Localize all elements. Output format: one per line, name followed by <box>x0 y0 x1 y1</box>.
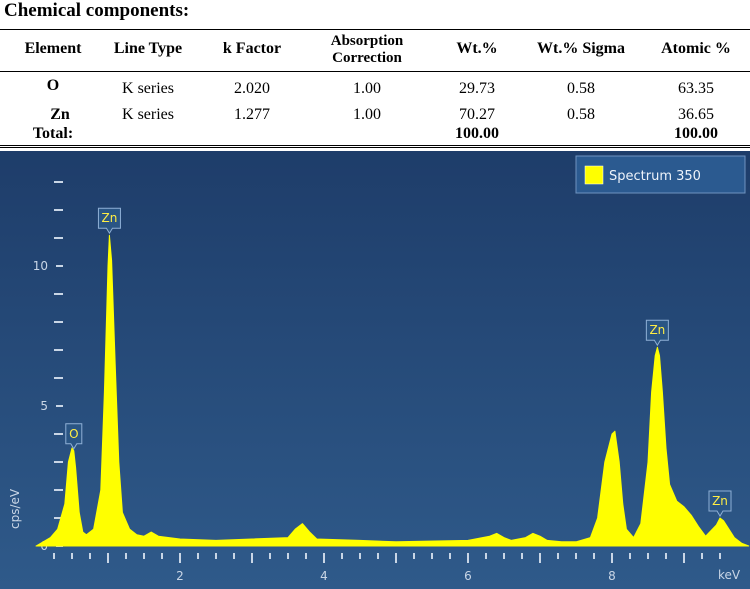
table-heading: Chemical components: <box>4 0 190 21</box>
peak-label: Zn <box>649 323 665 337</box>
cell-wt-sigma: 0.58 <box>567 80 595 97</box>
header-line-type: Line Type <box>113 40 183 57</box>
peak-label-box <box>65 423 83 450</box>
header-wt: Wt.% <box>456 40 498 57</box>
header-k-factor: k Factor <box>222 40 282 57</box>
y-tick-label: 10 <box>33 259 48 273</box>
x-tick-label: 4 <box>320 569 328 583</box>
header-absorption-line1: Absorption <box>330 33 404 49</box>
cell-line-type: K series <box>122 106 174 123</box>
x-tick-label: 6 <box>464 569 472 583</box>
table-bottom-rule <box>0 145 750 146</box>
series-area <box>35 234 750 547</box>
cell-wt: 70.27 <box>459 106 495 123</box>
legend-label: Spectrum 350 <box>609 169 701 184</box>
peak-label-box <box>97 207 121 235</box>
cell-k-factor: 1.277 <box>234 106 270 123</box>
peak-label: Zn <box>102 211 118 225</box>
cell-element: Zn <box>50 106 70 123</box>
header-atomic: Atomic % <box>661 40 731 57</box>
x-tick-label: 2 <box>176 569 184 583</box>
total-atomic: 100.00 <box>674 125 718 142</box>
x-tick-label: 8 <box>608 569 616 583</box>
header-element: Element <box>24 40 82 57</box>
y-tick-label: 5 <box>40 399 48 413</box>
peak-label-box <box>708 490 732 517</box>
cell-absorption: 1.00 <box>353 80 381 97</box>
header-absorption-correction: Absorption Correction <box>331 33 404 67</box>
x-axis-label: keV <box>718 568 741 582</box>
cell-atomic: 63.35 <box>678 80 714 97</box>
cell-wt: 29.73 <box>459 80 495 97</box>
x-axis: 2 4 6 8 <box>53 553 721 583</box>
peak-label: O <box>69 427 78 441</box>
y-axis-label: cps/eV <box>8 488 22 529</box>
chemical-components-table: Chemical components: Element Line Type k… <box>0 0 750 148</box>
header-absorption-line2: Correction <box>332 50 402 66</box>
peak-label-box <box>645 319 669 347</box>
spectrum-series <box>35 234 750 547</box>
total-wt: 100.00 <box>455 125 499 142</box>
table-top-rule <box>0 29 750 30</box>
header-wt-sigma: Wt.% Sigma <box>537 40 625 57</box>
peak-label: Zn <box>712 494 728 508</box>
legend-box <box>575 155 746 194</box>
legend-swatch <box>584 165 604 185</box>
table-bottom-rule <box>0 147 750 148</box>
legend: Spectrum 350 <box>575 155 746 194</box>
cell-absorption: 1.00 <box>353 106 381 123</box>
table-header-rule <box>0 71 750 72</box>
cell-element: O <box>46 77 60 94</box>
peak-labels: O Zn Zn Zn <box>65 207 732 517</box>
cell-k-factor: 2.020 <box>234 80 270 97</box>
cell-line-type: K series <box>122 80 174 97</box>
cell-atomic: 36.65 <box>678 106 714 123</box>
total-label: Total: <box>32 125 74 142</box>
cell-wt-sigma: 0.58 <box>567 106 595 123</box>
